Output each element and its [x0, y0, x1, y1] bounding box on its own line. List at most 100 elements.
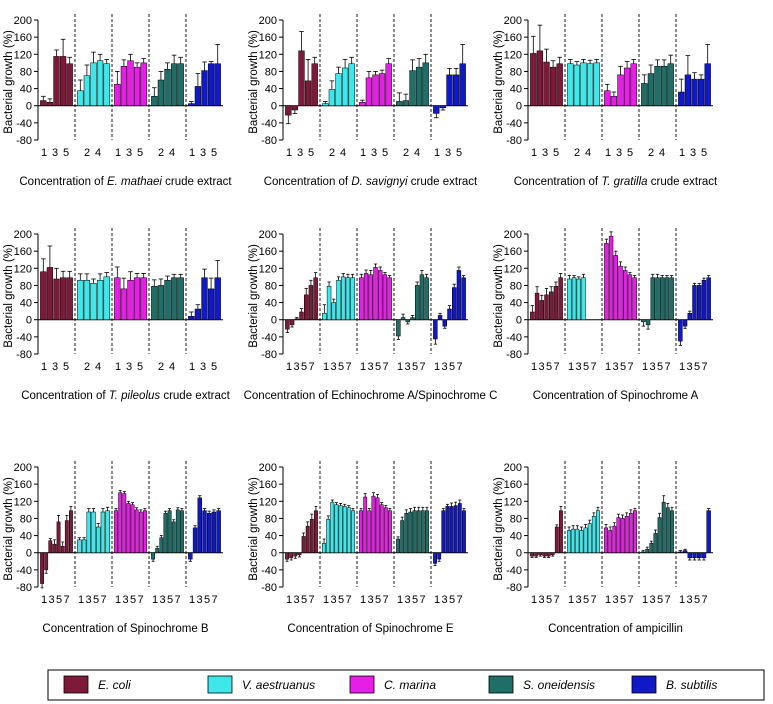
bar [103, 276, 110, 320]
bar [114, 510, 118, 553]
bar [544, 294, 549, 320]
x-tick-label: 3 [686, 594, 692, 606]
x-tick-label: 7 [382, 361, 388, 373]
legend: E. coli V. aestruanus C. marina S. oneidens… [47, 669, 765, 701]
y-tick-label: 0 [516, 101, 522, 113]
x-tick-label: 3 [126, 361, 132, 373]
x-tick-label: 3 [612, 594, 618, 606]
bar [396, 319, 401, 337]
bar [567, 63, 574, 106]
bar [126, 503, 131, 553]
chart-panel-6: -80 -40 0 40 80 120 160 200 Bacterial growth (%)… [493, 228, 713, 402]
bar [211, 511, 217, 553]
bar [687, 552, 692, 559]
bar [86, 511, 91, 553]
bar [701, 280, 707, 320]
x-tick-label: 1 [323, 361, 329, 373]
bar [359, 102, 366, 106]
chart-panel-3: -80 -40 0 40 80 120 160 200 Bacterial growth (%)… [493, 14, 718, 188]
bar [616, 517, 621, 553]
bar [304, 294, 309, 320]
y-tick-label: 80 [20, 280, 32, 292]
x-tick-label: 7 [701, 361, 707, 373]
x-tick-label: 1 [189, 361, 195, 373]
x-tick-label: 2 [648, 147, 654, 159]
bar [620, 518, 625, 553]
x-tick-label: 3 [330, 594, 336, 606]
x-tick-label: 3 [404, 594, 410, 606]
bar [114, 277, 121, 320]
bar [379, 504, 384, 553]
bar [345, 277, 351, 320]
bar [197, 497, 202, 553]
bar [682, 319, 688, 327]
bar [367, 510, 372, 553]
bar [334, 504, 339, 553]
y-tick-label: -80 [16, 349, 32, 361]
bar [559, 510, 563, 553]
bar [305, 525, 310, 553]
bar [151, 96, 158, 106]
y-tick-label: 40 [20, 84, 32, 96]
x-tick-label: 1 [286, 147, 292, 159]
x-tick-label: 5 [130, 594, 136, 606]
bar [610, 96, 618, 106]
x-tick-label: 1 [605, 361, 611, 373]
bar [402, 100, 410, 106]
chart-panel-8: -80 -40 0 40 80 120 160 200 Bacterial growth (%)… [248, 461, 468, 635]
chart-panel-4: -80 -40 0 40 80 120 160 200 Bacterial growth (%)… [3, 228, 231, 402]
bar [645, 319, 651, 326]
bar [378, 270, 383, 320]
x-axis-label: Concentration of Echinochrome A/Spinochr… [244, 390, 498, 402]
bar [573, 64, 581, 106]
bar [618, 265, 623, 320]
bar [48, 540, 53, 553]
bar [410, 317, 415, 320]
x-axis-label: Concentration of T. gratilla crude extra… [514, 176, 718, 188]
x-tick-label: 4 [169, 361, 175, 373]
bar [371, 495, 376, 553]
bar [105, 510, 110, 553]
x-tick-label: 7 [308, 594, 314, 606]
bar [127, 60, 134, 106]
y-tick-label: -80 [16, 135, 32, 147]
x-tick-label: 4 [585, 147, 591, 159]
y-tick-label: 80 [265, 513, 277, 525]
bar [81, 539, 87, 553]
x-tick-label: 5 [620, 361, 626, 373]
x-tick-label: 1 [642, 594, 648, 606]
y-tick-label: 200 [259, 229, 277, 241]
x-tick-label: 3 [200, 147, 206, 159]
bar [44, 552, 49, 571]
x-axis-label: Concentration of D. savignyi crude extra… [264, 176, 478, 188]
bar [40, 552, 44, 584]
y-tick-label: 120 [504, 496, 522, 508]
bar [647, 73, 655, 106]
bar [604, 527, 608, 553]
y-axis-label: Bacterial growth (%) [493, 30, 505, 134]
bar [64, 520, 69, 553]
x-tick-label: 1 [679, 147, 685, 159]
x-tick-label: 3 [85, 594, 91, 606]
y-tick-label: 80 [510, 513, 522, 525]
x-tick-label: 4 [414, 147, 420, 159]
bar [285, 319, 290, 330]
bar [452, 74, 460, 106]
y-tick-label: 80 [510, 66, 522, 78]
y-tick-label: 160 [504, 246, 522, 258]
x-tick-label: 7 [211, 594, 217, 606]
bar [534, 292, 540, 320]
bar [632, 277, 637, 320]
bar [359, 510, 363, 553]
x-tick-label: 7 [100, 594, 106, 606]
bar [587, 523, 592, 553]
x-tick-label: 7 [345, 594, 351, 606]
x-tick-label: 7 [63, 594, 69, 606]
bar [691, 78, 698, 106]
y-axis-label: Bacterial growth (%) [248, 477, 260, 581]
x-tick-label: 3 [293, 594, 299, 606]
y-tick-label: 0 [516, 548, 522, 560]
x-tick-label: 1 [41, 147, 47, 159]
bar [558, 277, 563, 320]
x-tick-label: 3 [575, 361, 581, 373]
